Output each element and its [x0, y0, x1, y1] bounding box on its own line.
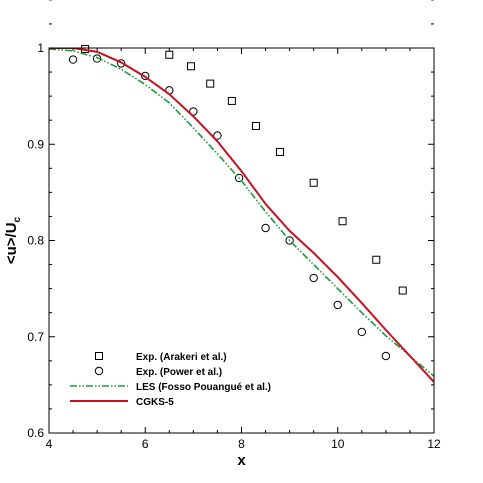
y-tick-label: 0.8 [27, 234, 44, 248]
square-marker [309, 178, 318, 187]
x-axis-title: x [237, 452, 246, 469]
legend-label: LES (Fosso Pouangué et al.) [136, 382, 271, 393]
y-tick-label: 0.6 [27, 426, 44, 440]
circle-marker [116, 59, 126, 68]
y-tick-label: 0.9 [27, 137, 44, 151]
circle-marker [309, 273, 318, 283]
square-marker [398, 286, 407, 295]
legend-item: Exp. (Arakeri et al.) [95, 352, 227, 363]
circle-marker [68, 55, 78, 64]
circle-marker [213, 131, 222, 140]
square-marker [206, 79, 215, 88]
series-line [49, 48, 434, 383]
legend-item: CGKS-5 [70, 397, 174, 408]
square-marker [186, 62, 195, 71]
legend-label: Exp. (Arakeri et al.) [136, 352, 227, 363]
legend-item: Exp. (Power et al.) [94, 366, 222, 378]
square-marker [165, 50, 174, 59]
circle-marker [285, 236, 294, 245]
circle-marker [381, 351, 391, 361]
legend-item: LES (Fosso Pouangué et al.) [70, 382, 271, 393]
y-axis-title-main: <u>/U [3, 222, 20, 264]
legend-circle-marker [94, 366, 104, 376]
series-0 [81, 44, 407, 295]
plot-area [49, 44, 434, 383]
x-tick-label: 4 [46, 437, 53, 451]
legend-label: CGKS-5 [136, 397, 174, 408]
y-tick-label: 0.7 [27, 330, 44, 344]
y-tick-label: 1 [37, 41, 44, 55]
square-marker [338, 217, 347, 226]
x-tick-label: 12 [427, 437, 441, 451]
square-marker [372, 255, 381, 264]
series-1 [68, 54, 391, 361]
legend-square-marker [95, 352, 103, 360]
x-tick-label: 8 [238, 437, 245, 451]
circle-marker [141, 71, 150, 81]
legend-label: Exp. (Power et al.) [136, 367, 222, 378]
series-3 [49, 48, 434, 383]
series-2 [49, 48, 434, 377]
square-marker [227, 96, 236, 105]
circle-marker [333, 300, 342, 310]
series-line [49, 48, 434, 377]
x-tick-label: 10 [331, 437, 345, 451]
circle-marker [234, 173, 244, 183]
square-marker [276, 147, 284, 156]
circle-marker [261, 223, 270, 233]
axes: 4 6 8 10 12 0.6 0.7 0.8 0.9 1 x <u>/Uc [3, 0, 441, 469]
y-axis-title: <u>/Uc [3, 216, 23, 264]
square-marker [251, 121, 260, 130]
x-tick-label: 6 [142, 437, 149, 451]
legend: Exp. (Arakeri et al.) Exp. (Power et al.)… [70, 352, 271, 408]
plot-frame [48, 47, 435, 434]
y-axis-title-subscript: c [12, 216, 23, 222]
circle-marker [357, 327, 367, 337]
